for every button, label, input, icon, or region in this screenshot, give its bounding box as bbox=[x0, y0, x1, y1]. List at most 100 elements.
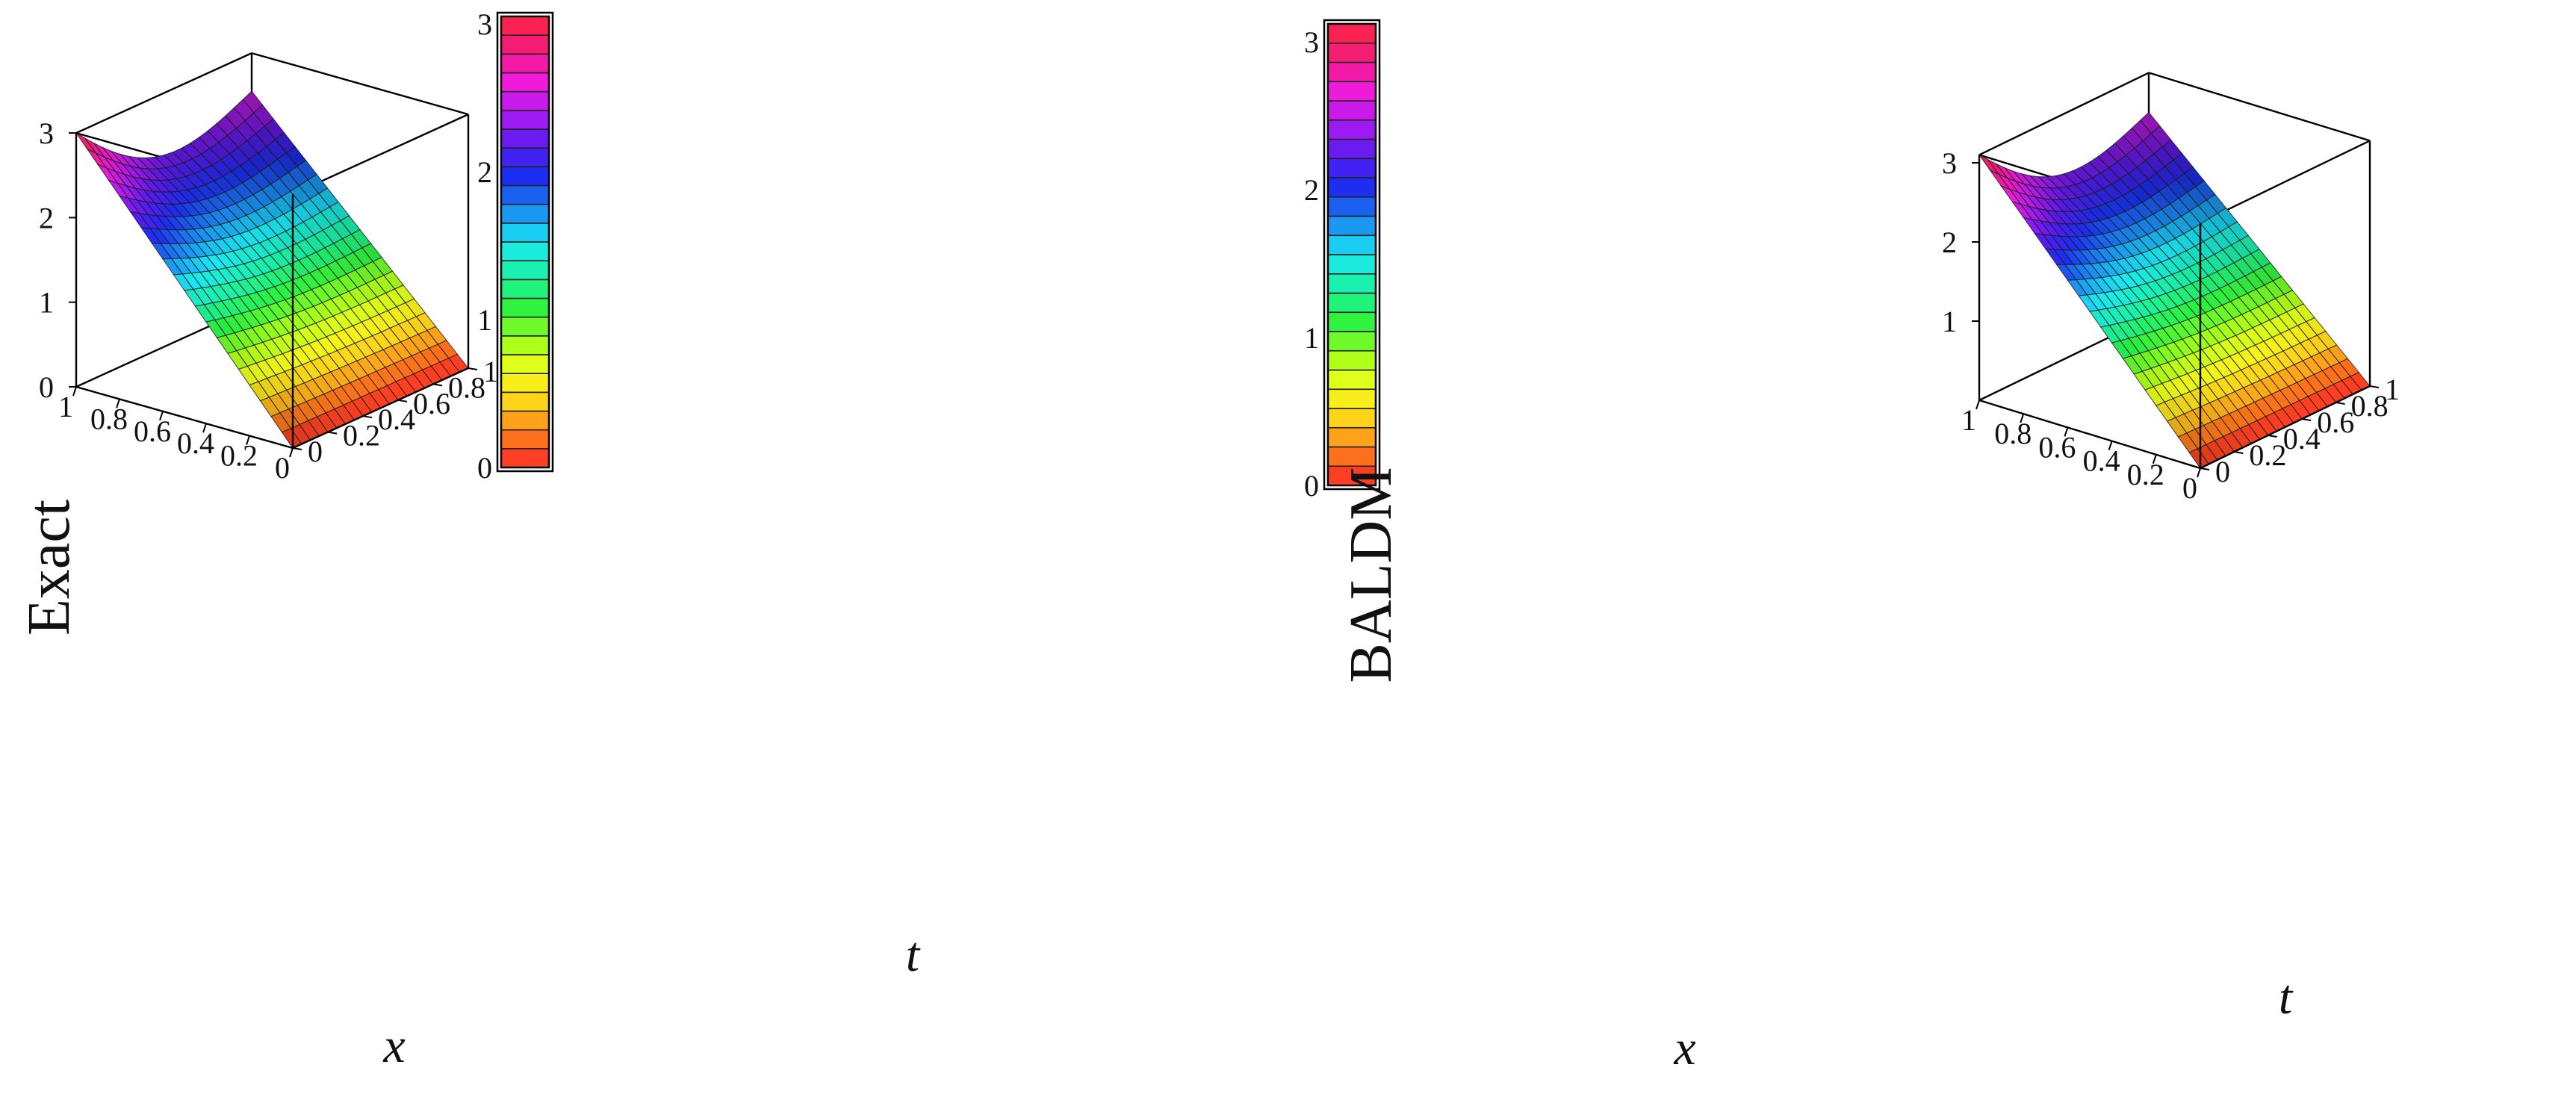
box-edge bbox=[1978, 72, 2150, 156]
colorbar-band bbox=[500, 391, 550, 412]
colorbar-band bbox=[1327, 158, 1377, 178]
t-tick-mark bbox=[2234, 451, 2244, 454]
x-tick-mark bbox=[2020, 413, 2025, 423]
surface-mesh bbox=[1978, 111, 2371, 469]
box-edge bbox=[2148, 72, 2371, 142]
x-axis-label: x bbox=[382, 1019, 405, 1073]
colorbar-band bbox=[500, 166, 550, 187]
colorbar-band bbox=[1327, 311, 1377, 332]
x-tick-mark bbox=[202, 423, 207, 433]
box-edge bbox=[251, 52, 469, 116]
x-tick-label: 0 bbox=[275, 451, 290, 485]
t-tick-label: 0.8 bbox=[448, 370, 485, 404]
z-tick-label: 1 bbox=[1942, 305, 1957, 338]
colorbar-inner-border bbox=[500, 15, 550, 469]
colorbar-band bbox=[1327, 138, 1377, 160]
colorbar: 0 1 2 3 bbox=[1304, 19, 1381, 503]
t-axis-label: t bbox=[906, 927, 921, 982]
colorbar-band bbox=[1327, 331, 1377, 352]
colorbar-band bbox=[1327, 177, 1377, 198]
x-tick-label: 1 bbox=[58, 390, 73, 423]
colorbar-band bbox=[1327, 388, 1377, 409]
x-tick-label: 0.6 bbox=[2038, 430, 2076, 464]
t-tick-mark bbox=[2369, 385, 2380, 388]
z-tick-label: 3 bbox=[39, 116, 54, 150]
colorbar-band bbox=[500, 429, 550, 450]
colorbar-band bbox=[1327, 408, 1377, 429]
box-edge bbox=[75, 52, 252, 134]
colorbar-band bbox=[1327, 234, 1377, 255]
box-edge bbox=[292, 367, 469, 450]
box-edge bbox=[1978, 399, 2201, 470]
surface-mesh bbox=[75, 90, 469, 449]
x-tick-mark bbox=[116, 399, 120, 408]
colorbar-band bbox=[500, 72, 550, 93]
x-tick-label: 1 bbox=[1961, 403, 1976, 437]
colorbar-band bbox=[1327, 42, 1377, 63]
colorbar-band bbox=[500, 410, 550, 431]
box-edge bbox=[2200, 140, 2371, 224]
t-tick-mark bbox=[362, 415, 373, 419]
x-tick-label: 0.4 bbox=[2083, 444, 2120, 478]
t-tick-label: 0 bbox=[2215, 455, 2230, 488]
x-tick-mark bbox=[2152, 454, 2157, 464]
x-tick-label: 0.2 bbox=[220, 439, 258, 473]
z-tick-label: 0 bbox=[39, 370, 54, 404]
t-tick-mark bbox=[2200, 467, 2210, 470]
t-tick-label: 0 bbox=[308, 435, 323, 468]
z-axis-label: Exact bbox=[16, 500, 82, 635]
t-tick-mark bbox=[2336, 402, 2345, 405]
colorbar-band bbox=[1327, 215, 1377, 237]
z-tick-label: 2 bbox=[39, 201, 54, 234]
t-tick-label: 0.4 bbox=[2283, 422, 2321, 456]
colorbar-band bbox=[500, 34, 550, 55]
colorbar-band bbox=[1327, 81, 1377, 102]
colorbar-band bbox=[500, 316, 550, 337]
z-axis-label: BALDM bbox=[1338, 467, 1404, 683]
colorbar-band bbox=[500, 147, 550, 168]
x-axis-label: x bbox=[1673, 1021, 1695, 1075]
colorbar-band bbox=[1327, 349, 1377, 371]
colorbar-band bbox=[500, 354, 550, 374]
colorbar-band bbox=[500, 203, 550, 224]
t-tick-label: 0.6 bbox=[413, 387, 450, 420]
colorbar-band bbox=[500, 260, 550, 281]
t-tick-mark bbox=[292, 447, 302, 450]
box-edge bbox=[2200, 385, 2371, 470]
colorbar-band bbox=[500, 373, 550, 394]
colorbar-band bbox=[1327, 23, 1377, 44]
x-tick-mark bbox=[2108, 441, 2113, 450]
t-tick-mark bbox=[327, 431, 338, 435]
colorbar-band bbox=[500, 297, 550, 318]
colorbar-band bbox=[1327, 369, 1377, 391]
x-tick-mark bbox=[289, 447, 294, 458]
colorbar-band bbox=[500, 128, 550, 149]
x-tick-label: 0.2 bbox=[2127, 458, 2164, 491]
x-tick-mark bbox=[1976, 400, 1980, 410]
z-tick-label: 1 bbox=[39, 286, 54, 320]
colorbar-band bbox=[1327, 61, 1377, 83]
box-edge bbox=[75, 385, 294, 450]
colorbar-band bbox=[1327, 254, 1377, 275]
colorbar-tick-label: 2 bbox=[477, 155, 492, 189]
colorbar-band bbox=[500, 184, 550, 205]
t-tick-label: 0.8 bbox=[2351, 389, 2389, 423]
x-tick-label: 0 bbox=[2182, 471, 2197, 505]
colorbar-band bbox=[500, 110, 550, 130]
colorbar-band bbox=[1327, 119, 1377, 140]
t-tick-mark bbox=[2302, 418, 2312, 421]
z-tick-label: 2 bbox=[1942, 226, 1957, 259]
colorbar-band bbox=[500, 335, 550, 355]
x-tick-mark bbox=[246, 435, 250, 445]
t-tick-mark bbox=[397, 399, 408, 403]
colorbar: 0 1 2 3 bbox=[477, 7, 554, 485]
colorbar-inner-border bbox=[1326, 22, 1377, 487]
colorbar-tick-label: 1 bbox=[477, 303, 492, 337]
t-tick-mark bbox=[468, 367, 478, 370]
colorbar-tick-label: 2 bbox=[1304, 173, 1319, 207]
colorbar-band bbox=[500, 53, 550, 74]
colorbar-band bbox=[1327, 273, 1377, 294]
colorbar-tick-label: 0 bbox=[477, 451, 492, 485]
